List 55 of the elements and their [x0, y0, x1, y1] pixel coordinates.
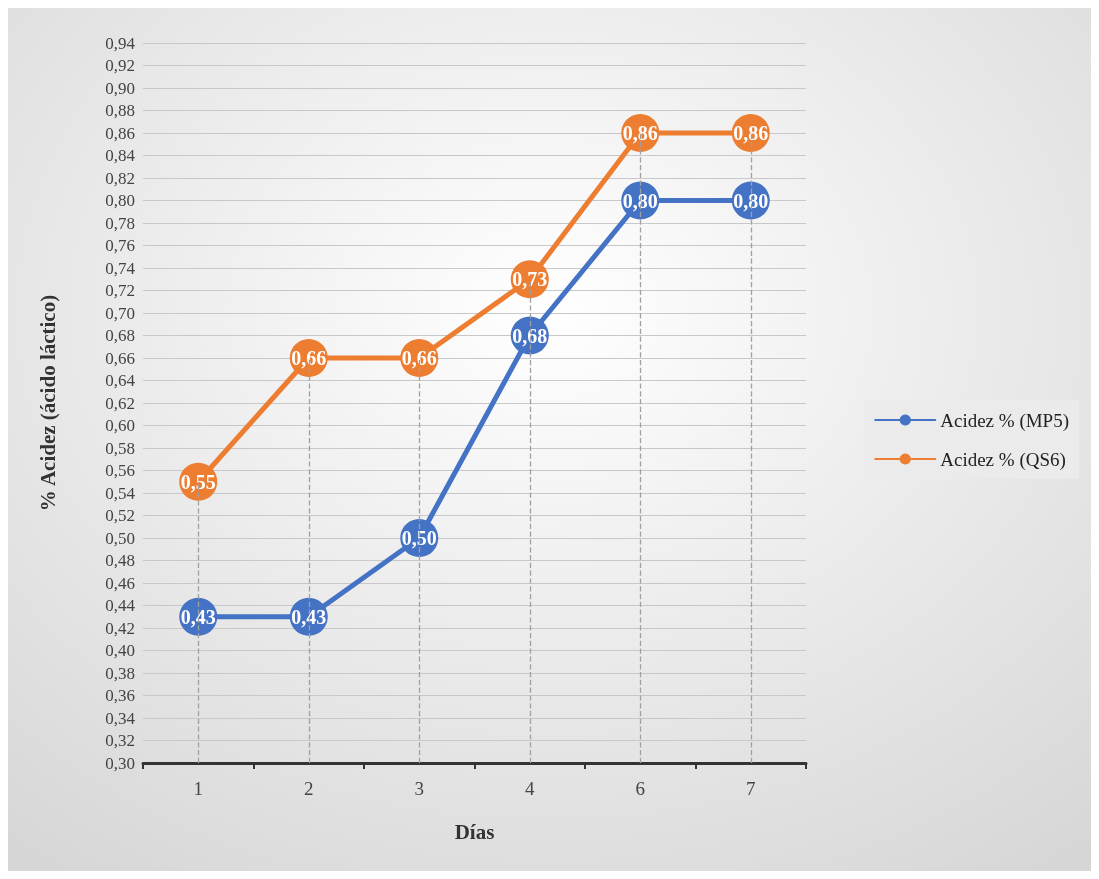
x-axis-title: Días: [454, 819, 495, 844]
y-tick-label: 0,54: [105, 483, 136, 503]
data-label: 0,43: [180, 605, 216, 628]
y-tick-label: 0,66: [105, 348, 135, 368]
y-tick-label: 0,32: [105, 731, 135, 750]
data-label: 0,50: [401, 527, 437, 549]
y-tick-label: 0,82: [105, 168, 135, 188]
y-tick-label: 0,76: [105, 236, 135, 255]
x-tick-label: 2: [304, 778, 314, 799]
y-tick-label: 0,80: [105, 191, 135, 210]
y-tick-label: 0,36: [105, 686, 135, 705]
y-tick-label: 0,52: [105, 506, 135, 525]
y-tick-label: 0,62: [105, 393, 135, 413]
y-tick-label: 0,48: [105, 551, 135, 570]
x-tick-label: 6: [635, 778, 645, 799]
y-tick-label: 0,94: [105, 33, 136, 53]
y-tick-label: 0,34: [105, 708, 136, 728]
data-label: 0,86: [622, 122, 658, 144]
y-tick-label: 0,44: [105, 596, 136, 615]
legend-label: Acidez % (QS6): [940, 448, 1066, 471]
data-label: 0,68: [512, 324, 548, 347]
data-label: 0,66: [401, 347, 437, 369]
x-tick-label: 4: [525, 778, 535, 799]
data-label: 0,80: [733, 189, 769, 212]
y-tick-label: 0,90: [105, 78, 135, 98]
y-tick-label: 0,64: [105, 371, 136, 390]
y-tick-label: 0,38: [105, 663, 135, 683]
y-tick-label: 0,86: [105, 123, 135, 143]
y-tick-label: 0,78: [105, 213, 135, 233]
x-tick-label: 3: [414, 778, 424, 799]
x-tick-label: 7: [746, 778, 756, 799]
y-tick-label: 0,74: [105, 258, 136, 278]
y-tick-label: 0,68: [105, 326, 135, 345]
data-label: 0,55: [180, 470, 216, 493]
legend-label: Acidez % (MP5): [940, 409, 1070, 432]
y-axis-title: % Acidez (ácido láctico): [35, 294, 60, 512]
y-tick-label: 0,70: [105, 303, 135, 323]
data-label: 0,66: [291, 347, 327, 369]
y-tick-label: 0,72: [105, 281, 135, 300]
data-label: 0,80: [622, 189, 658, 212]
data-label: 0,43: [291, 605, 327, 628]
y-tick-label: 0,30: [105, 753, 135, 773]
y-tick-label: 0,88: [105, 101, 135, 120]
y-tick-label: 0,50: [105, 528, 135, 548]
y-tick-label: 0,58: [105, 438, 135, 458]
y-tick-label: 0,40: [105, 641, 135, 660]
data-label: 0,86: [733, 122, 769, 144]
y-tick-label: 0,92: [105, 56, 135, 75]
y-tick-label: 0,42: [105, 618, 135, 638]
y-tick-label: 0,46: [105, 573, 135, 593]
y-tick-label: 0,84: [105, 146, 136, 165]
y-tick-label: 0,56: [105, 461, 135, 480]
data-label: 0,73: [512, 268, 548, 291]
y-tick-label: 0,60: [105, 416, 135, 435]
x-tick-label: 1: [193, 778, 203, 799]
